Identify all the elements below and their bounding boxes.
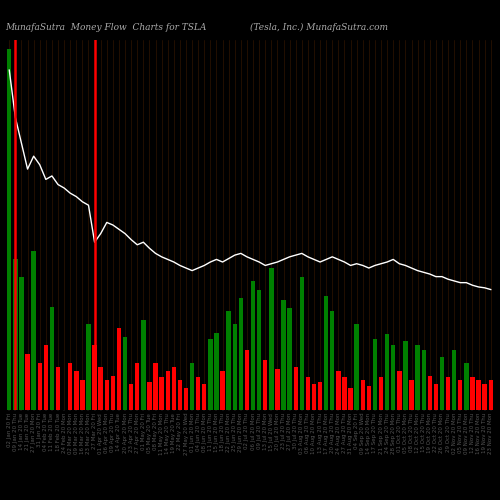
Bar (178, 380, 182, 410)
Bar (44, 346, 48, 410)
Bar (306, 378, 310, 410)
Bar (257, 290, 262, 410)
Bar (403, 341, 407, 410)
Bar (318, 382, 322, 410)
Bar (98, 367, 103, 410)
Bar (80, 380, 84, 410)
Bar (294, 367, 298, 410)
Bar (13, 260, 18, 410)
Bar (117, 328, 121, 410)
Bar (440, 356, 444, 410)
Bar (482, 384, 487, 410)
Bar (104, 380, 109, 410)
Bar (147, 382, 152, 410)
Bar (282, 300, 286, 410)
Bar (476, 380, 480, 410)
Bar (232, 324, 237, 410)
Bar (324, 296, 328, 410)
Bar (470, 378, 474, 410)
Bar (464, 362, 468, 410)
Bar (391, 346, 396, 410)
Bar (434, 384, 438, 410)
Bar (86, 324, 90, 410)
Bar (416, 346, 420, 410)
Bar (446, 378, 450, 410)
Bar (354, 324, 359, 410)
Bar (330, 311, 334, 410)
Bar (123, 337, 128, 410)
Bar (214, 332, 218, 410)
Bar (385, 334, 390, 410)
Bar (288, 308, 292, 410)
Bar (135, 362, 140, 410)
Bar (56, 367, 60, 410)
Bar (190, 362, 194, 410)
Bar (458, 380, 462, 410)
Bar (379, 378, 383, 410)
Bar (74, 372, 78, 410)
Bar (452, 350, 456, 410)
Bar (129, 384, 134, 410)
Bar (366, 386, 371, 410)
Bar (208, 340, 212, 410)
Bar (92, 346, 97, 410)
Bar (38, 362, 42, 410)
Bar (196, 378, 200, 410)
Bar (251, 281, 255, 410)
Bar (312, 384, 316, 410)
Bar (141, 320, 146, 410)
Bar (226, 311, 231, 410)
Bar (342, 378, 346, 410)
Bar (172, 367, 176, 410)
Bar (68, 362, 72, 410)
Bar (245, 350, 249, 410)
Bar (220, 372, 225, 410)
Bar (160, 378, 164, 410)
Bar (184, 388, 188, 410)
Bar (110, 376, 115, 410)
Bar (372, 340, 377, 410)
Bar (300, 276, 304, 410)
Bar (20, 276, 24, 410)
Bar (336, 372, 340, 410)
Bar (238, 298, 243, 410)
Bar (154, 362, 158, 410)
Bar (348, 388, 353, 410)
Bar (275, 368, 280, 410)
Bar (50, 306, 54, 410)
Bar (410, 380, 414, 410)
Bar (263, 360, 268, 410)
Bar (397, 372, 402, 410)
Text: MunafaSutra  Money Flow  Charts for TSLA: MunafaSutra Money Flow Charts for TSLA (5, 22, 206, 32)
Bar (428, 376, 432, 410)
Bar (269, 268, 274, 410)
Text: (Tesla, Inc.) MunafaSutra.com: (Tesla, Inc.) MunafaSutra.com (250, 22, 388, 32)
Bar (422, 350, 426, 410)
Bar (26, 354, 30, 410)
Bar (166, 372, 170, 410)
Bar (360, 380, 365, 410)
Bar (32, 251, 36, 410)
Bar (488, 380, 493, 410)
Bar (202, 384, 206, 410)
Bar (7, 48, 12, 410)
